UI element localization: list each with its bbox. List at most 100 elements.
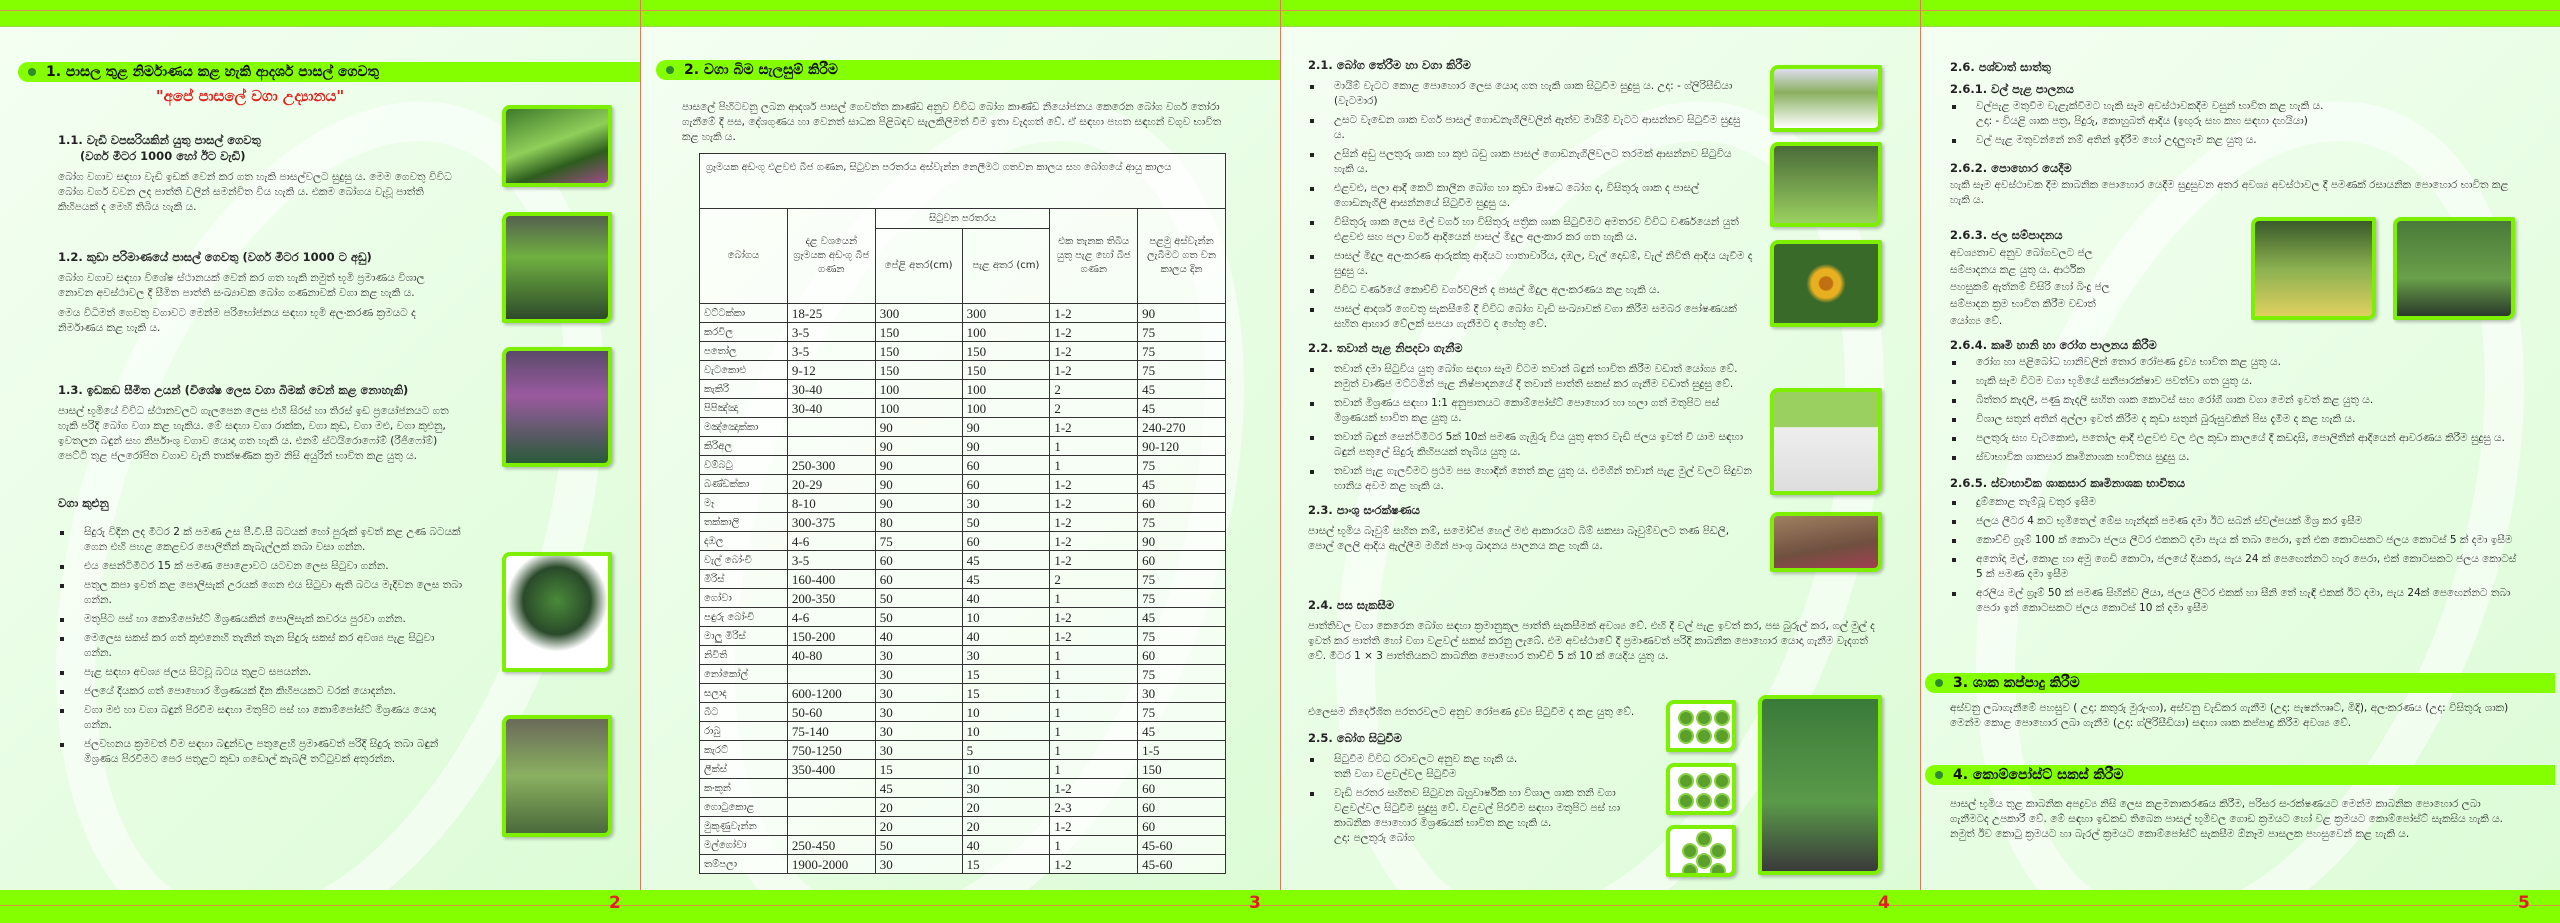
cell-crop: සලාද xyxy=(699,683,788,703)
paragraph: පාසල් භූමියේ විවිධ ස්ථානවලට ගැලපෙන ලෙස එ… xyxy=(58,405,449,462)
cell-plant-spacing: 5 xyxy=(961,740,1051,760)
cell-plant-spacing: 15 xyxy=(961,664,1051,684)
col-header-seeds: දළ වශයෙන් ග්‍රෑමයක අඩංගු බීජ ගණන xyxy=(786,208,876,304)
cell-row-spacing: 50 xyxy=(874,607,963,627)
list-item: අනෝදා මල්, කොළ හා අමු ගෙඩි කොටා, ජලයේ දි… xyxy=(1950,552,2520,582)
cell-crop: දඹල xyxy=(699,531,788,551)
table-row: ලීක්ස් 350-400 15 10 1 150 xyxy=(699,759,1226,779)
heading-1-3: 1.3. ඉඩකඩ සීමිත උයන් (විශේෂ ලෙස වගා බිමක… xyxy=(58,383,409,397)
cell-seeds-per-gram: 8-10 xyxy=(786,493,876,513)
towers-section: වගා කුළුනු සිදුරු විදින ලද මීටර 2 ක් පමණ… xyxy=(58,495,463,771)
cell-plants-per-hill: 1-2 xyxy=(1049,360,1139,380)
cell-seeds-per-gram: 20-29 xyxy=(786,474,876,494)
cell-seeds-per-gram: 250-450 xyxy=(786,835,876,855)
heading-2-6-1: 2.6.1. වල් පැළ පාලනය xyxy=(1950,82,2074,96)
cell-seeds-per-gram xyxy=(786,816,876,836)
cell-crop: මෑ xyxy=(699,493,788,513)
list-item: එළවළු, පලා ආදී කෙටි කාලීන බෝග හා කුඩා ඖෂ… xyxy=(1308,181,1753,211)
item-text: වල්පැළ මතුවීම වැළැක්වීමට හැකි සෑම අවස්ථා… xyxy=(1976,100,2324,112)
cell-plant-spacing: 15 xyxy=(961,854,1051,874)
table-row: මුකුණුවැන්න 20 20 1-2 60 xyxy=(699,816,1226,836)
table-row: ගෝවා 200-350 50 40 1 75 xyxy=(699,588,1226,608)
bottom-band xyxy=(0,890,2560,923)
col-header-crop: බෝගය xyxy=(699,208,788,304)
table-row: මිරිස් 160-400 60 45 2 75 xyxy=(699,569,1226,589)
cell-days-to-harvest: 75 xyxy=(1137,360,1226,380)
cell-plant-spacing: 30 xyxy=(961,645,1051,665)
cell-plants-per-hill: 2 xyxy=(1049,398,1139,418)
bullet-dot-icon xyxy=(1935,771,1943,779)
cell-crop: මිරිස් xyxy=(699,569,788,589)
table-row: වැල් බෝංචි 3-5 60 45 1-2 60 xyxy=(699,550,1226,570)
cell-days-to-harvest: 60 xyxy=(1137,816,1226,836)
hanging-gutter-garden-photo xyxy=(502,715,612,837)
list-item: අරලිය මල් ග්‍රෑම් 50 ක් පමණ සිහින්ව ලියා… xyxy=(1950,586,2520,616)
section-2-6: 2.6. පශ්චාත් සාත්තු 2.6.1. වල් පැළ පාලනය… xyxy=(1950,59,2520,213)
cell-row-spacing: 100 xyxy=(874,398,963,418)
cell-seeds-per-gram xyxy=(786,778,876,798)
crop-selection-list: මායිම් වැටට කොළ පොහොර ලෙස යොදා ගත හැකි ශ… xyxy=(1308,79,1753,332)
cell-days-to-harvest: 75 xyxy=(1137,702,1226,722)
list-item: උසට වැඩෙන ශාක වර්ග පාසල් ගොඩනැගිලිවලින් … xyxy=(1308,113,1753,143)
section-title: 4. කොම්පෝස්ට් සකස් කිරීම xyxy=(1953,767,2124,783)
list-item: කොච්චි ග්‍රෑම් 100 ක් කොටා ජලය ලීටර එකකට… xyxy=(1950,533,2520,548)
cell-days-to-harvest: 30 xyxy=(1137,683,1226,703)
paragraph: අස්වනු ලබාගැනීමේ පහසුව ( උදා: කතුරු මුරු… xyxy=(1950,702,2509,729)
list-item: පාසල් මිදුල අලංකරණ ආරුක්කු ආදියට හාතාවාර… xyxy=(1308,249,1753,279)
table-row: කිරිඅල 90 90 1 90-120 xyxy=(699,436,1226,456)
cell-row-spacing: 30 xyxy=(874,721,963,741)
cell-days-to-harvest: 45 xyxy=(1137,721,1226,741)
potted-plants-photo xyxy=(1770,65,1882,132)
cell-plant-spacing: 60 xyxy=(961,455,1051,475)
cell-plant-spacing: 30 xyxy=(961,493,1051,513)
soil-bed-photo xyxy=(1770,512,1882,572)
vertical-garden-photo xyxy=(502,212,612,323)
cell-row-spacing: 90 xyxy=(874,493,963,513)
cell-seeds-per-gram: 3-5 xyxy=(786,341,876,361)
cell-crop: පඳුරු බෝංචි xyxy=(699,607,788,627)
cell-plants-per-hill: 1 xyxy=(1049,436,1139,456)
cell-row-spacing: 150 xyxy=(874,341,963,361)
section-title: 3. ශාක කප්පාදු කිරීම xyxy=(1953,675,2080,691)
cell-crop: කැරට් xyxy=(699,740,788,760)
list-item: මෙලෙස සකස් කර ගත් කුළුනෙහි තැනින් තැන සි… xyxy=(58,631,463,661)
cell-row-spacing: 90 xyxy=(874,417,963,437)
list-item: එය සෙන්ටිමීටර 15 ක් පමණ පොළොවට යටවන ලෙස … xyxy=(58,559,463,574)
cell-crop: මඤ්ඤොක්කා xyxy=(699,417,788,437)
section-3-header: 3. ශාක කප්පාදු කිරීම xyxy=(1925,673,2555,693)
list-item: උසින් අඩු පලතුරු ශාක හා කුළු බඩු ශාක පාස… xyxy=(1308,147,1753,177)
list-item: වගා මළු හා වගා බඳුන් පිරවීම සඳහා මතුපිට … xyxy=(58,703,463,733)
table-row: බණ්ඩක්කා 20-29 90 60 1-2 45 xyxy=(699,474,1226,494)
cell-days-to-harvest: 60 xyxy=(1137,550,1226,570)
cell-seeds-per-gram: 18-25 xyxy=(786,303,876,323)
cell-crop: මාලු මිරිස් xyxy=(699,626,788,646)
botanical-pesticide-list: දුම්කොළ තැම්බූ වතුර ඉසීම ජලය ලීටර 4 කට භූ… xyxy=(1950,495,2520,616)
page-3: 2. වගා බිම සැලසුම් කිරීම පාසලේ පිහිටවනු … xyxy=(640,27,1280,890)
cell-row-spacing: 30 xyxy=(874,645,963,665)
table-row: බීට 50-60 30 10 1 75 xyxy=(699,702,1226,722)
list-item: සිටුවීම විවිධ රටාවලට අනුව කළ හැකි ය. තනි … xyxy=(1308,752,1638,782)
cell-seeds-per-gram xyxy=(786,436,876,456)
list-item: වල්පැළ මතුවීම වැළැක්වීමට හැකි සෑම අවස්ථා… xyxy=(1950,99,2520,129)
section-title: 1. පාසල තුළ නිර්මාණය කළ හැකි ආදර්ශ පාසල්… xyxy=(46,64,379,80)
paragraph: පාසල් භූමිය බෑවුම් සහිත නම්, සමෝච්ජ හෙල්… xyxy=(1308,525,1730,552)
cell-days-to-harvest: 45 xyxy=(1137,398,1226,418)
table-row: කැකිරි 30-40 100 100 2 45 xyxy=(699,379,1226,399)
cell-plants-per-hill: 1-2 xyxy=(1049,531,1139,551)
cell-plants-per-hill: 1-2 xyxy=(1049,512,1139,532)
cell-plants-per-hill: 1 xyxy=(1049,683,1139,703)
cell-plant-spacing: 30 xyxy=(961,778,1051,798)
cell-crop: නෝකෝල් xyxy=(699,664,788,684)
seedling-bag-photo xyxy=(1770,388,1882,495)
page-number: 5 xyxy=(2518,893,2530,913)
cell-plant-spacing: 10 xyxy=(961,607,1051,627)
cell-plant-spacing: 20 xyxy=(961,797,1051,817)
cell-days-to-harvest: 75 xyxy=(1137,455,1226,475)
cell-plant-spacing: 10 xyxy=(961,759,1051,779)
table-row: රාබු 75-140 30 10 1 45 xyxy=(699,721,1226,741)
section-1-1: 1.1. වැඩි වපසරියකින් යුතු පාසල් ගෙවතු (වර… xyxy=(58,132,458,220)
list-item: තවාන් දමා සිටුවිය යුතු බෝග සඳහා සෑම විටම… xyxy=(1308,362,1753,392)
list-item: වල් පැළ මතුවන්නේ නම් අතින් ඉදිරීම හෝ උදල… xyxy=(1950,133,2520,148)
section-2-4: 2.4. පස සැකසීම පාත්තිවල වගා කෙරෙන බෝග සඳ… xyxy=(1308,597,1878,669)
cell-plant-spacing: 100 xyxy=(961,322,1051,342)
